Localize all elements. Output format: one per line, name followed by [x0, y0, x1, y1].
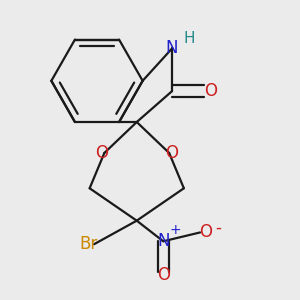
- Text: O: O: [165, 144, 178, 162]
- Text: O: O: [95, 144, 109, 162]
- Text: -: -: [215, 219, 221, 237]
- Text: H: H: [183, 31, 195, 46]
- Text: Br: Br: [80, 235, 98, 253]
- Text: N: N: [166, 39, 178, 57]
- Text: O: O: [199, 224, 212, 242]
- Text: O: O: [157, 266, 170, 284]
- Text: O: O: [205, 82, 218, 100]
- Text: +: +: [170, 223, 182, 237]
- Text: N: N: [157, 232, 169, 250]
